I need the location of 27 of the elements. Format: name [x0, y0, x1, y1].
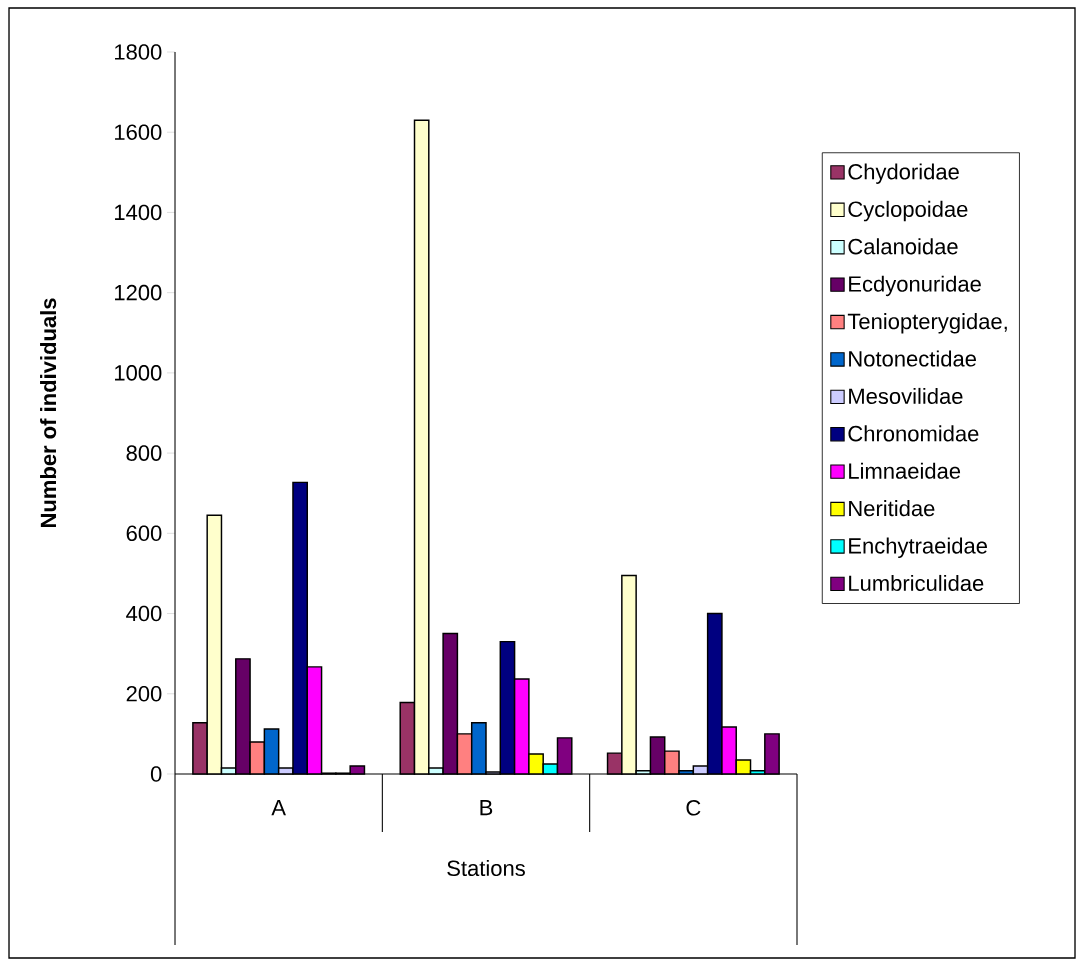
y-axis-title: Number of individuals	[40, 298, 57, 528]
y-tick-label: 400	[126, 605, 162, 622]
legend-label: Cyclopoidae	[848, 200, 968, 222]
y-tick-label: 1600	[115, 124, 162, 140]
legend-label: Enchytraeidae	[849, 537, 987, 558]
legend-label: Teniopterygidae,	[847, 313, 1007, 334]
y-tick-label: 200	[126, 685, 162, 702]
x-axis-title: Stations	[447, 859, 525, 877]
y-tick-label: 1800	[115, 44, 162, 60]
legend-label: Chydoridae	[848, 163, 959, 184]
legend-label: Neritidae	[849, 500, 935, 517]
x-tick-label: C	[686, 800, 701, 816]
y-tick-label: 800	[126, 445, 162, 461]
y-tick-label: 1400	[115, 204, 162, 221]
x-tick-label: B	[480, 800, 493, 816]
y-tick-label: 1200	[115, 284, 162, 301]
legend-label: Notonectidae	[849, 350, 976, 367]
legend-label: Mesovilidae	[849, 387, 963, 405]
legend-label: Limnaeidae	[849, 462, 961, 479]
y-tick-label: 600	[126, 525, 162, 542]
legend-label: Lumbriculidae	[849, 574, 984, 592]
y-tick-label: 0	[150, 766, 162, 782]
legend-label: Chronomidae	[848, 425, 979, 442]
legend-label: Ecdyonuridae	[849, 275, 981, 297]
legend-label: Calanoidae	[848, 238, 958, 255]
x-tick-label: A	[271, 800, 286, 816]
y-tick-label: 1000	[115, 365, 162, 381]
